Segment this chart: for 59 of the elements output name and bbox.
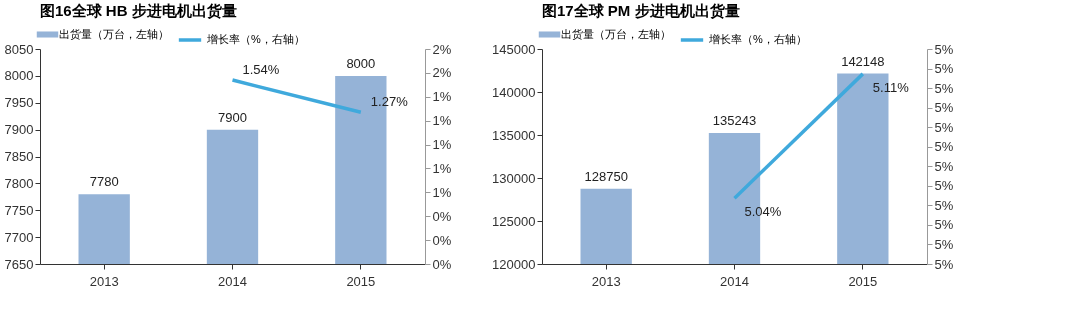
y2-tick-label: 5% <box>934 61 954 77</box>
chart-title: 图17全球 PM 步进电机出货量 <box>542 2 740 19</box>
y-tick-label: 120000 <box>492 256 536 272</box>
y2-tick-label: 5% <box>934 41 954 57</box>
y2-tick-label: 5% <box>934 236 954 252</box>
data-label: 135243 <box>712 112 757 128</box>
y2-tick-label: 5% <box>934 197 954 213</box>
legend-label: 出货量（万台，左轴） <box>561 27 671 40</box>
y2-tick-label: 1% <box>432 89 452 105</box>
y-tick-label: 7750 <box>4 202 34 218</box>
chart-title: 图16全球 HB 步进电机出货量 <box>40 2 237 19</box>
y-tick-label: 7800 <box>4 175 34 191</box>
y2-tick-label: 1% <box>432 184 452 200</box>
data-label: 128750 <box>584 168 628 184</box>
y2-tick-label: 0% <box>432 256 452 272</box>
x-tick-label: 2014 <box>720 273 749 289</box>
y2-tick-label: 5% <box>934 139 954 155</box>
x-tick-label: 2013 <box>591 273 621 289</box>
y2-tick-label: 2% <box>432 65 452 81</box>
y-tick-label: 145000 <box>492 41 536 57</box>
x-tick-label: 2014 <box>218 273 247 289</box>
data-label: 5.04% <box>744 204 782 220</box>
y2-tick-label: 1% <box>432 137 452 153</box>
y2-tick-label: 1% <box>432 113 452 129</box>
data-label: 5.11% <box>872 79 910 95</box>
y2-tick-label: 5% <box>934 100 954 116</box>
legend-label: 增长率（%，右轴） <box>206 33 305 45</box>
data-label: 1.54% <box>242 62 280 78</box>
x-tick-label: 2015 <box>346 273 376 289</box>
data-label: 1.27% <box>370 94 409 110</box>
y2-tick-label: 5% <box>934 178 954 194</box>
y-tick-label: 130000 <box>492 170 536 186</box>
y-tick-label: 7700 <box>4 229 34 245</box>
data-label: 7780 <box>89 174 119 190</box>
x-tick-label: 2013 <box>89 273 119 289</box>
y2-tick-label: 5% <box>934 119 954 135</box>
y2-tick-label: 5% <box>934 256 954 272</box>
y-tick-label: 7650 <box>4 256 34 272</box>
y-tick-label: 125000 <box>492 213 536 229</box>
data-label: 8000 <box>346 55 376 71</box>
y-tick-label: 140000 <box>492 84 536 100</box>
y-tick-label: 8050 <box>4 41 34 57</box>
legend-label: 增长率（%，右轴） <box>708 33 807 45</box>
y2-tick-label: 1% <box>432 160 452 176</box>
y2-tick-label: 5% <box>934 80 954 96</box>
y2-tick-label: 5% <box>934 158 954 174</box>
legend-label: 出货量（万台，左轴） <box>59 27 169 40</box>
y2-tick-label: 0% <box>432 232 452 248</box>
y-tick-label: 135000 <box>492 127 536 143</box>
y-tick-label: 8000 <box>4 68 34 84</box>
y2-tick-label: 2% <box>432 41 452 57</box>
y-tick-label: 7950 <box>4 95 34 111</box>
y-tick-label: 7900 <box>4 122 34 138</box>
y2-tick-label: 5% <box>934 217 954 233</box>
data-label: 142148 <box>841 53 885 69</box>
data-label: 7900 <box>218 109 247 125</box>
y2-tick-label: 0% <box>432 208 452 224</box>
x-tick-label: 2015 <box>848 273 878 289</box>
y-tick-label: 7850 <box>4 149 34 164</box>
